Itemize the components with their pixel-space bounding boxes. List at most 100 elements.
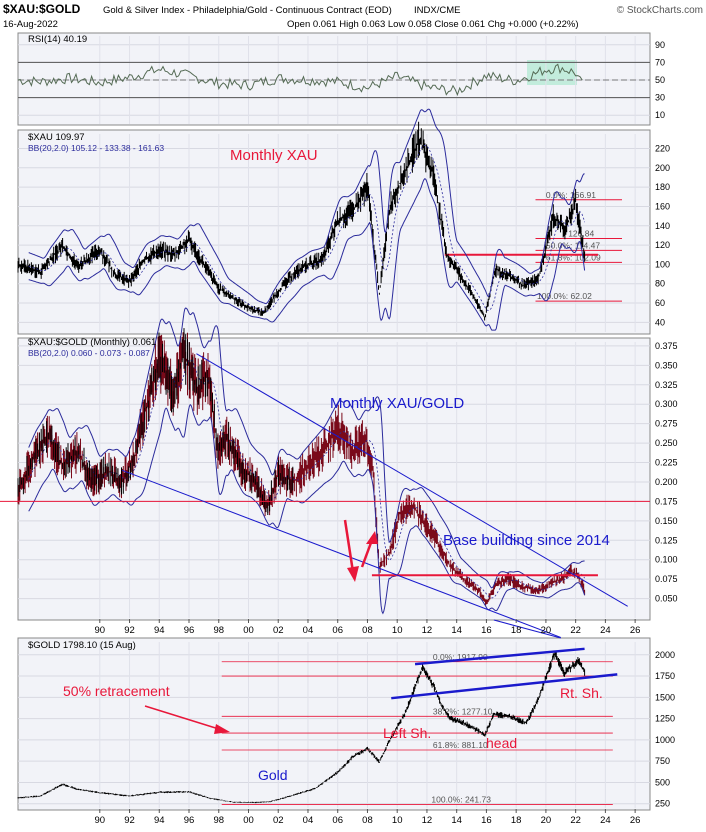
rsi-title: RSI(14) 40.19 — [28, 34, 87, 45]
rsi-y-tick: 90 — [655, 40, 665, 50]
x-tick-label: 08 — [362, 815, 373, 826]
x-tick-label: 16 — [481, 625, 492, 636]
gold-y-axis: 250 500 750 1000 1250 1500 1750 2000 — [655, 650, 675, 809]
rsi-y-tick: 30 — [655, 93, 665, 103]
x-tick-label: 98 — [213, 815, 224, 826]
x-tick-label: 14 — [451, 815, 462, 826]
x-tick-label: 24 — [600, 815, 611, 826]
x-tick-label: 14 — [451, 625, 462, 636]
header-quote: Open 0.061 High 0.063 Low 0.058 Close 0.… — [287, 19, 579, 30]
ratio-y-axis: 0.050 0.075 0.100 0.125 0.150 0.175 0.200 0.225… — [655, 341, 678, 604]
x-tick-label: 12 — [422, 815, 433, 826]
x-tick-label: 18 — [511, 815, 522, 826]
xau-fib-label: 0.0%: 166.91 — [546, 190, 596, 200]
ratio-y-tick: 0.175 — [655, 496, 678, 506]
ratio-y-tick: 0.250 — [655, 438, 678, 448]
header-date: 16-Aug-2022 — [3, 19, 58, 30]
gold-fib-label: 38.2%: 1277.10 — [433, 706, 493, 716]
x-tick-label: 96 — [184, 815, 195, 826]
x-tick-label: 10 — [392, 625, 403, 636]
ratio-title: $XAU:$GOLD (Monthly) 0.061 — [28, 337, 156, 348]
x-tick-label: 02 — [273, 815, 284, 826]
ratio-grid — [18, 342, 650, 618]
x-tick-label: 20 — [541, 815, 552, 826]
ratio-price-upper-band — [28, 307, 585, 589]
rsi-y-tick: 70 — [655, 57, 665, 67]
xau-y-tick: 180 — [655, 182, 670, 192]
xau-price — [17, 121, 586, 321]
x-tick-label: 98 — [213, 625, 224, 636]
x-tick-label: 20 — [541, 625, 552, 636]
x-tick-label: 94 — [154, 625, 165, 636]
ratio-trend-connector — [493, 619, 561, 639]
xau-fib-label: 61.8%: 102.09 — [546, 252, 601, 262]
ratio-y-tick: 0.225 — [655, 458, 678, 468]
gold-y-tick: 750 — [655, 756, 670, 766]
rsi-y-tick: 50 — [655, 75, 665, 85]
x-tick-label: 06 — [332, 625, 343, 636]
xau-title: $XAU 109.97 — [28, 132, 85, 143]
gold-pane: 0.0%: 1917.90 38.2%: 1277.10 61.8%: 881.10… — [17, 619, 675, 811]
header-description: Gold & Silver Index - Philadelphia/Gold … — [103, 5, 392, 16]
x-tick-label: 08 — [362, 625, 373, 636]
ratio-y-tick: 0.300 — [655, 399, 678, 409]
x-tick-label: 96 — [184, 625, 195, 636]
xau-y-axis: 40 60 80 100 120 140 160 180 200 220 — [655, 143, 670, 327]
gold-fib-label: 0.0%: 1917.90 — [433, 652, 488, 662]
gold-annotation-right-shoulder: Rt. Sh. — [560, 685, 603, 701]
ratio-y-tick: 0.375 — [655, 341, 678, 351]
gold-y-tick: 1750 — [655, 671, 675, 681]
gold-series — [17, 651, 586, 804]
x-axis-middle: 90 92 94 96 98 00 02 04 06 08 10 12 14 16 18 20 22 24 26 — [94, 619, 640, 636]
x-tick-label: 02 — [273, 625, 284, 636]
ratio-trend-lines — [0, 353, 650, 638]
ratio-y-tick: 0.100 — [655, 555, 678, 565]
xau-annotation: Monthly XAU — [230, 147, 318, 164]
x-tick-label: 90 — [94, 625, 105, 636]
x-tick-label: 06 — [332, 815, 343, 826]
x-tick-label: 22 — [570, 815, 581, 826]
gold-y-tick: 250 — [655, 799, 670, 809]
ratio-price-middle-band — [28, 359, 585, 599]
gold-y-tick: 1000 — [655, 735, 675, 745]
xau-y-tick: 140 — [655, 221, 670, 231]
rsi-y-axis: 10 30 50 70 90 — [655, 40, 665, 120]
x-tick-label: 04 — [303, 625, 314, 636]
ratio-trend-line — [121, 469, 561, 638]
x-tick-label: 10 — [392, 815, 403, 826]
ratio-y-tick: 0.150 — [655, 516, 678, 526]
gold-pane-frame — [17, 637, 651, 811]
xau-fib-label: 50.0%: 114.47 — [546, 240, 600, 250]
xau-price-upper-band — [28, 108, 585, 305]
gold-title: $GOLD 1798.10 (15 Aug) — [28, 640, 136, 651]
ratio-arrows — [343, 519, 378, 582]
x-tick-label: 90 — [94, 815, 105, 826]
x-tick-label: 12 — [422, 625, 433, 636]
ratio-y-tick: 0.125 — [655, 535, 678, 545]
gold-annotation-gold: Gold — [258, 767, 288, 783]
ratio-trend-line — [196, 353, 628, 607]
gold-fibonacci: 0.0%: 1917.90 38.2%: 1277.10 61.8%: 881.10… — [221, 652, 613, 805]
ratio-annotation-text: Monthly XAU/GOLD — [330, 395, 464, 412]
x-tick-label: 26 — [630, 625, 641, 636]
x-tick-label: 26 — [630, 815, 641, 826]
x-tick-label: 18 — [511, 625, 522, 636]
ratio-y-tick: 0.050 — [655, 594, 678, 604]
x-tick-label: 92 — [124, 815, 135, 826]
x-tick-label: 00 — [243, 815, 254, 826]
down-arrow-head — [347, 566, 359, 582]
xau-series — [17, 108, 586, 331]
gold-annotation-retracement: 50% retracement — [63, 683, 170, 699]
ratio-y-tick: 0.275 — [655, 419, 678, 429]
rsi-y-tick: 10 — [655, 110, 665, 120]
gold-y-tick: 2000 — [655, 650, 675, 660]
gold-trend-lines — [391, 619, 618, 700]
x-tick-label: 92 — [124, 625, 135, 636]
ratio-y-tick: 0.325 — [655, 380, 678, 390]
gold-fib-label: 100.0%: 241.73 — [431, 794, 491, 804]
header-exchange: INDX/CME — [414, 5, 460, 16]
gold-price — [17, 651, 586, 804]
rsi-pane: 10 30 50 70 90 RSI(14) 40.19 — [17, 32, 665, 126]
